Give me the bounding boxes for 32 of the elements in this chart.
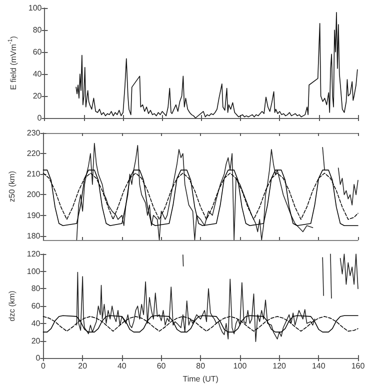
y-tick-label: 80: [32, 26, 42, 34]
y-tick-label: 0: [36, 354, 41, 363]
y-axis-title: dzc (km): [8, 290, 16, 322]
y-tick-label: 40: [32, 70, 42, 78]
x-tick-label: 40: [117, 362, 127, 371]
y-tick-label: 220: [26, 149, 41, 158]
y-tick-label: 60: [31, 302, 41, 311]
x-tick-label: 100: [233, 362, 248, 371]
y-tick-label: 180: [26, 231, 41, 240]
line-series: [42, 170, 358, 226]
y-tick-label: 200: [26, 190, 41, 200]
y-tick-label: 80: [31, 284, 41, 294]
y-tick-label: 20: [31, 336, 41, 346]
y-tick-label: 0: [37, 114, 42, 122]
y-tick-label: 230: [26, 128, 41, 138]
x-axis-title: Time (UT): [182, 374, 219, 384]
y-tick-label: 100: [26, 266, 41, 276]
y-tick-label: 100: [28, 4, 42, 12]
x-tick-label: 80: [196, 362, 206, 371]
y-tick-label: 190: [26, 210, 41, 220]
x-tick-label: 60: [156, 362, 166, 371]
y-tick-label: 60: [32, 48, 42, 56]
y-tick-label: 120: [26, 250, 41, 258]
y-tick-label: 20: [32, 92, 42, 100]
y-tick-label: 40: [31, 318, 41, 328]
x-tick-label: 140: [312, 362, 326, 371]
x-tick-label: 20: [78, 362, 88, 371]
x-tick-label: 160: [351, 362, 366, 371]
y-axis-title: z50 (km): [8, 170, 16, 202]
x-tick-label: 120: [272, 362, 287, 371]
y-tick-label: 210: [26, 170, 41, 179]
line-series: [76, 12, 358, 118]
